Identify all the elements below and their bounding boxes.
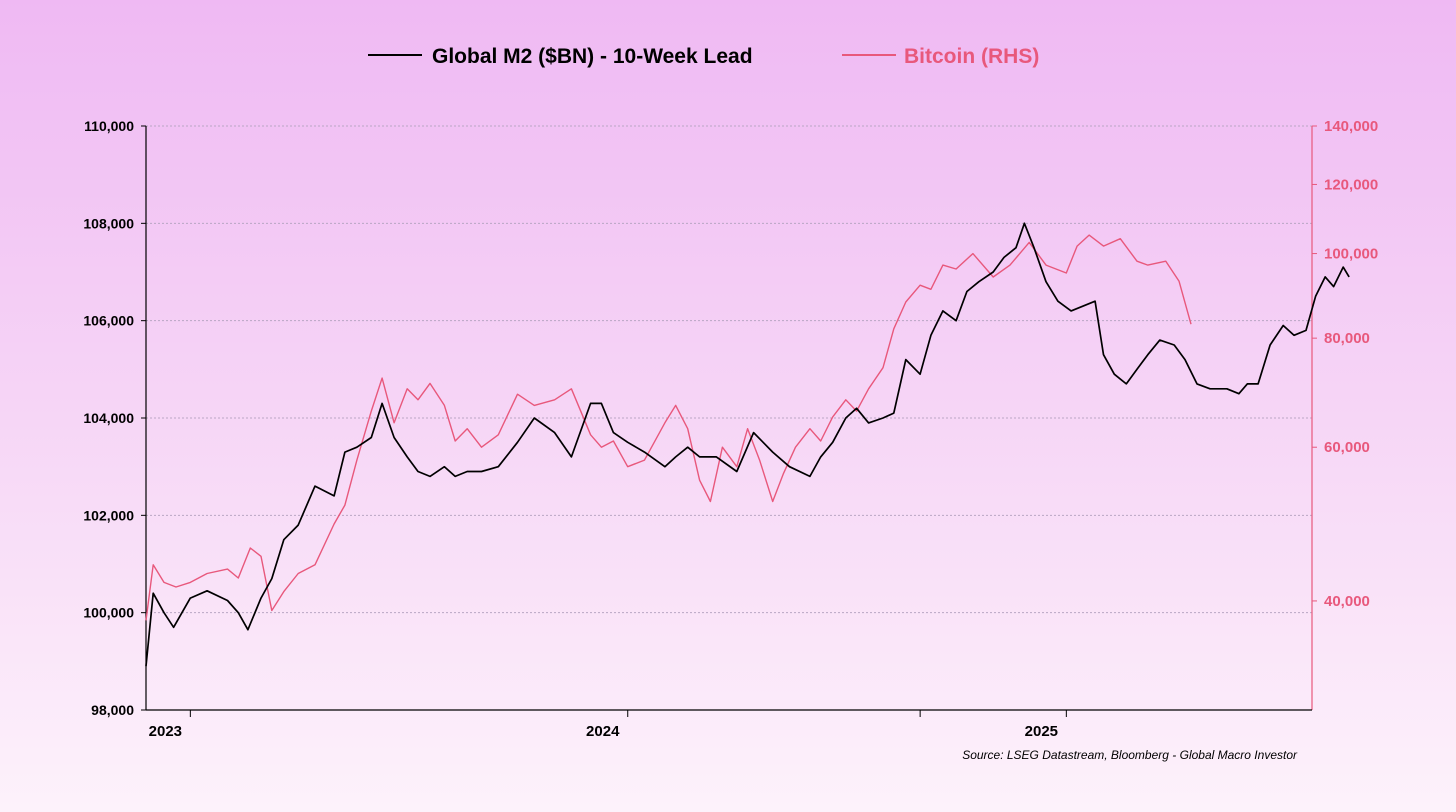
right-tick-label: 140,000 [1324,118,1378,135]
right-tick-label: 100,000 [1324,246,1378,263]
left-axis-ticks: 98,000 100,000 102,000 104,000 106,000 108,00… [83,118,146,718]
axes [145,126,1313,711]
legend-label-global-m2: Global M2 ($BN) - 10-Week Lead [432,45,753,68]
right-tick-label: 40,000 [1324,593,1370,610]
x-axis-ticks: 2023 2024 2025 [149,710,1067,740]
left-tick-label: 100,000 [83,605,134,621]
left-tick-label: 104,000 [83,410,134,426]
series-line-bitcoin [145,234,1192,621]
x-tick-label: 2023 [149,723,182,740]
legend-label-bitcoin: Bitcoin (RHS) [904,45,1039,68]
right-tick-label: 80,000 [1324,330,1370,347]
series-line-global-m2 [145,222,1350,667]
left-tick-label: 106,000 [83,313,134,329]
left-tick-label: 102,000 [83,507,134,523]
left-tick-label: 98,000 [91,702,134,718]
right-tick-label: 60,000 [1324,439,1370,456]
series-lines [145,222,1350,667]
right-tick-label: 120,000 [1324,176,1378,193]
x-tick-label: 2025 [1025,723,1058,740]
x-tick-label: 2024 [586,723,620,740]
right-axis-ticks: 40,000 60,000 80,000 100,000 120,000 140,000 [1312,118,1378,610]
left-tick-label: 108,000 [83,215,134,231]
left-tick-label: 110,000 [84,118,134,134]
source-note: Source: LSEG Datastream, Bloomberg - Glo… [962,748,1298,762]
legend: Global M2 ($BN) - 10-Week Lead Bitcoin (… [368,45,1039,68]
